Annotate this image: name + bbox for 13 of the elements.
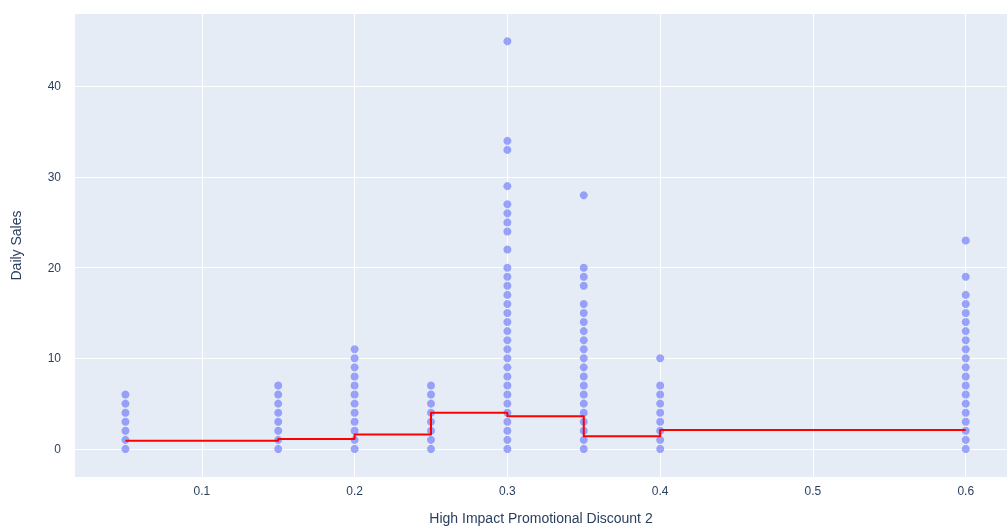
y-tick-label: 30	[47, 170, 62, 185]
y-axis-title: Daily Sales	[8, 210, 24, 281]
x-axis-title: High Impact Promotional Discount 2	[429, 510, 653, 526]
x-tick-label: 0.5	[804, 484, 822, 498]
y-tick-label: 20	[47, 260, 62, 275]
y-tick-label: 40	[47, 79, 62, 94]
x-tick-label: 0.6	[957, 484, 975, 498]
x-tick-label: 0.4	[651, 484, 669, 498]
y-tick-label: 0	[54, 441, 62, 456]
x-tick-label: 0.2	[346, 484, 364, 498]
x-tick-label: 0.1	[193, 484, 211, 498]
y-tick-label: 10	[47, 351, 62, 366]
x-tick-label: 0.3	[499, 484, 517, 498]
